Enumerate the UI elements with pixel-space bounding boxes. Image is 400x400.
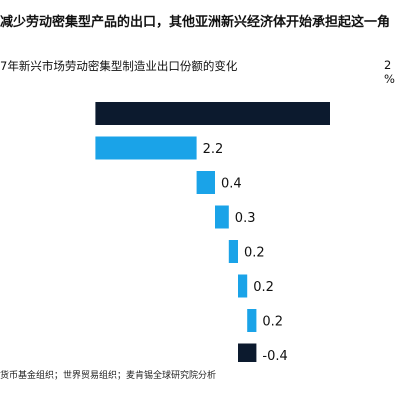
bar-value-label-3: 0.4 [221, 177, 242, 192]
bar-8 [238, 343, 257, 362]
bar-7 [247, 309, 257, 332]
bar-1 [95, 102, 331, 125]
bar-2 [95, 136, 197, 160]
bar-value-label-7: 0.2 [262, 315, 283, 330]
headline: 减少劳动密集型产品的出口，其他亚洲新兴经济体开始承担起这一角 [0, 15, 391, 30]
bar-value-label-5: 0.2 [244, 246, 265, 261]
bar-4 [215, 205, 229, 229]
corner-label: 2 [384, 58, 392, 72]
waterfall-chart: .1 2.2 0.4 0.3 0.2 0.2 0.2 -0.4 [2, 102, 331, 362]
bar-value-label-1: .1 [2, 108, 14, 123]
bar-value-label-6: 0.2 [253, 280, 274, 295]
bar-5 [228, 240, 238, 263]
chart-subtitle: 7年新兴市场劳动密集型制造业出口份额的变化 [0, 59, 238, 73]
corner-unit-label: % [384, 72, 395, 86]
bar-value-label-4: 0.3 [235, 211, 256, 226]
bar-value-label-2: 2.2 [203, 142, 224, 157]
bar-value-label-8: -0.4 [262, 349, 287, 362]
bar-6 [238, 274, 248, 298]
source-note: 货币基金组织；世界贸易组织；麦肯锡全球研究院分析 [0, 371, 217, 381]
bar-3 [196, 171, 215, 194]
